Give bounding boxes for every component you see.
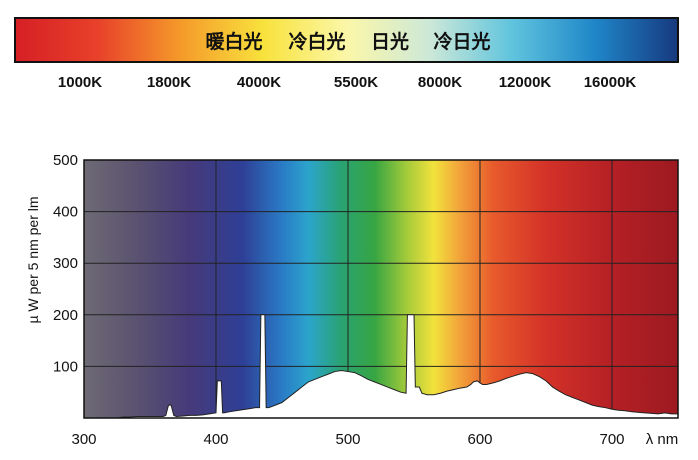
ct-tick-8000k: 8000K xyxy=(418,74,462,91)
y-tick-label-400: 400 xyxy=(53,204,78,221)
y-tick-label-100: 100 xyxy=(53,358,78,375)
ct-tick-5500k: 5500K xyxy=(334,74,378,91)
ct-tick-16000k: 16000K xyxy=(584,74,637,91)
ct-tick-1000k: 1000K xyxy=(58,74,102,91)
x-tick-label-500: 500 xyxy=(335,431,360,448)
x-tick-label-700: 700 xyxy=(599,431,624,448)
y-axis-label: µ W per 5 nm per lm xyxy=(25,196,41,323)
x-tick-label-300: 300 xyxy=(71,431,96,448)
x-tick-label-400: 400 xyxy=(203,431,228,448)
spectral-power-curve xyxy=(84,314,679,419)
x-axis-label: λ nm xyxy=(646,431,679,448)
y-tick-label-200: 200 xyxy=(53,307,78,324)
color-temperature-bar: 暖白光 冷白光 日光 冷日光 xyxy=(14,17,679,63)
ct-tick-1800k: 1800K xyxy=(147,74,191,91)
spectrum-background xyxy=(84,160,678,418)
color-temperature-ticks: 1000K 1800K 4000K 5500K 8000K 12000K 160… xyxy=(58,74,637,91)
y-tick-label-500: 500 xyxy=(53,152,78,169)
y-axis-ticks: 100 200 300 400 500 xyxy=(53,152,78,375)
color-temperature-gradient xyxy=(14,17,679,63)
x-axis-ticks: 300 400 500 600 700 xyxy=(71,431,624,448)
ct-tick-4000k: 4000K xyxy=(237,74,281,91)
ct-label-warm-white: 暖白光 xyxy=(205,30,262,53)
ct-label-cool-white: 冷白光 xyxy=(288,30,345,53)
ct-label-daylight: 日光 xyxy=(371,30,409,53)
plot-frame xyxy=(83,159,679,419)
spectrum-chart: 100 200 300 400 500 300 400 500 600 700 λ nm µ W… xyxy=(25,152,679,448)
ct-label-cool-daylight: 冷日光 xyxy=(433,30,490,53)
ct-tick-12000k: 12000K xyxy=(499,74,552,91)
y-tick-label-300: 300 xyxy=(53,255,78,272)
x-tick-label-600: 600 xyxy=(467,431,492,448)
